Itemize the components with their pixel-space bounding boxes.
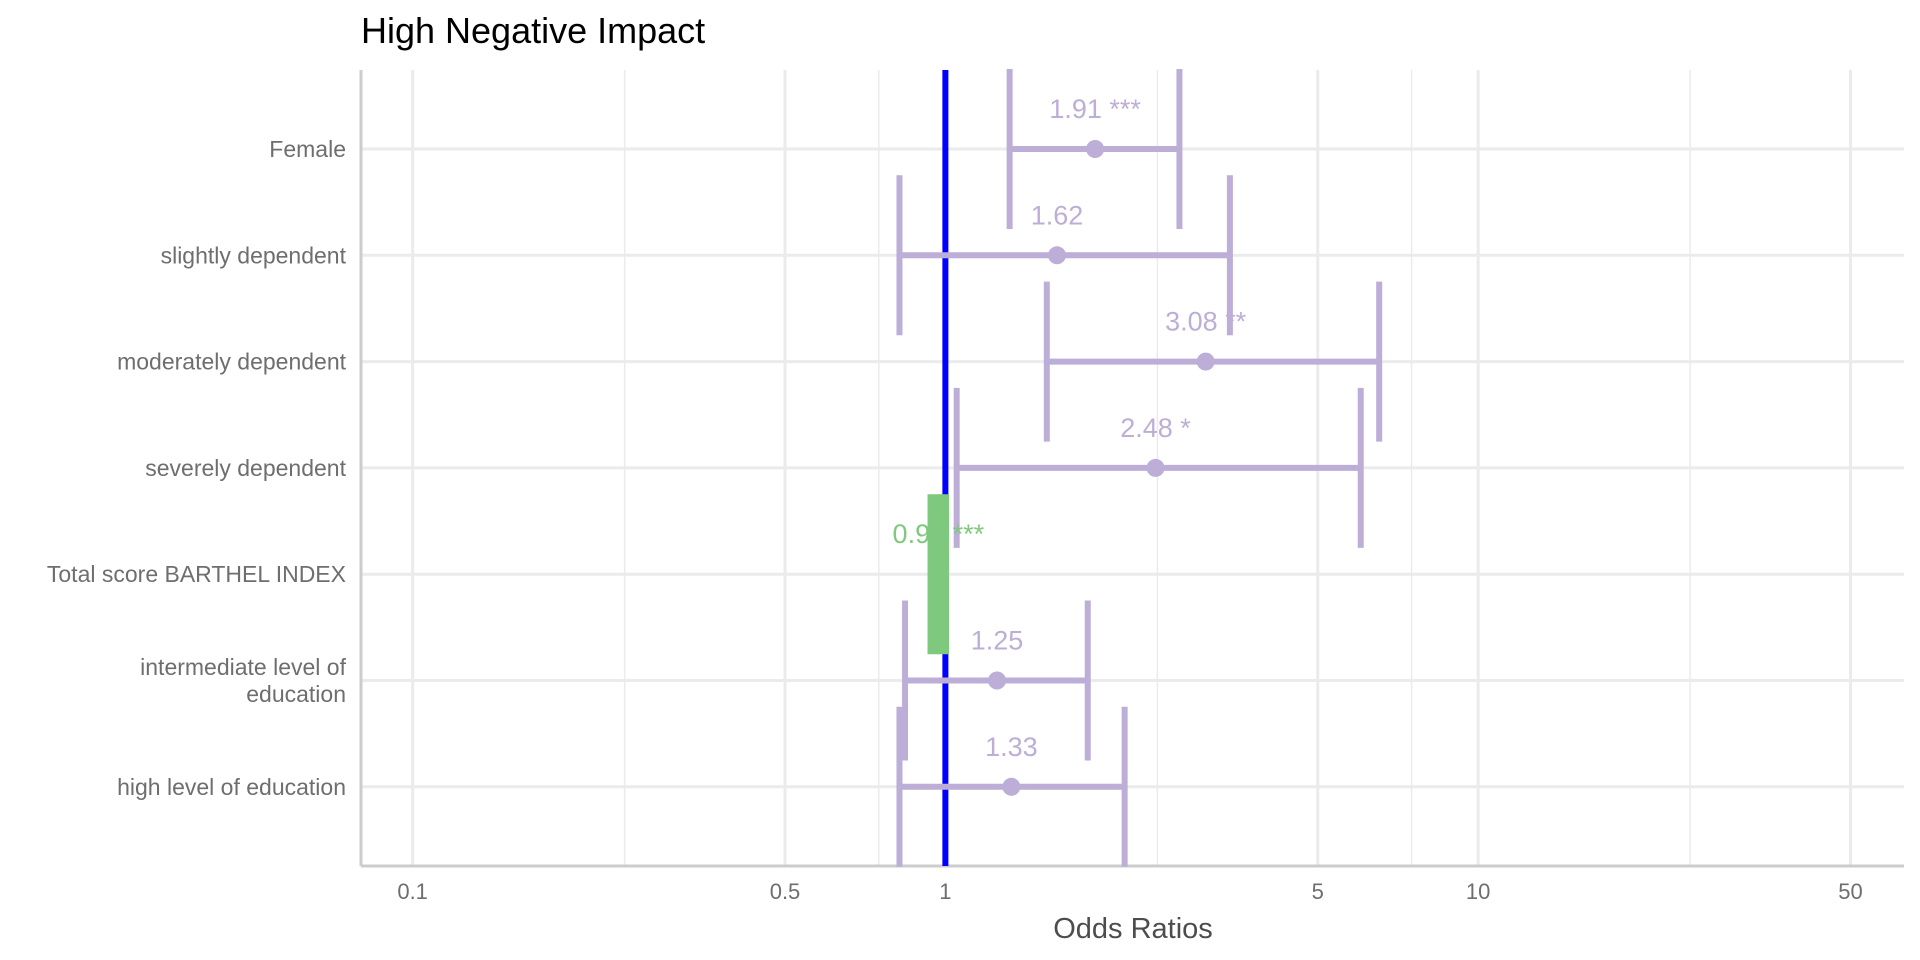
y-axis-label: intermediate level of <box>140 654 346 680</box>
estimate-point <box>1086 140 1105 158</box>
estimate-point <box>1002 777 1021 796</box>
data-label: 3.08 ** <box>1165 307 1247 337</box>
x-tick-label: 0.5 <box>770 879 801 904</box>
estimate-row: 2.48 * <box>953 387 1364 548</box>
y-axis-label: education <box>246 681 346 707</box>
y-axis-label: slightly dependent <box>161 242 347 268</box>
data-label: 1.62 <box>1031 200 1084 230</box>
y-axis-label: Female <box>269 136 346 162</box>
y-axis-label: moderately dependent <box>117 349 346 375</box>
x-tick-label: 0.1 <box>397 879 428 904</box>
estimate-row: 1.33 <box>896 706 1128 867</box>
estimate-row: 1.62 <box>896 175 1233 336</box>
y-axis-labels: Female slightly dependent moderately depen… <box>47 136 347 800</box>
estimate-point <box>929 565 948 584</box>
data-label: 1.25 <box>971 626 1024 656</box>
x-tick-label: 50 <box>1838 879 1862 904</box>
estimate-row: 1.91 *** <box>1006 69 1183 229</box>
y-axis-label: high level of education <box>117 774 346 800</box>
x-tick-label: 1 <box>939 879 951 904</box>
data-label: 0.97 *** <box>893 519 985 549</box>
x-tick-label: 10 <box>1466 879 1490 904</box>
data-label: 1.33 <box>985 732 1038 762</box>
y-axis-label: Total score BARTHEL INDEX <box>47 561 346 587</box>
chart-title: High Negative Impact <box>361 10 705 51</box>
data-marks: 1.91 *** 1.62 3.08 ** 2.48 * 0.97 *** 1.25 1.3… <box>893 69 1383 867</box>
estimate-row: 1.25 <box>902 600 1091 761</box>
x-axis-title: Odds Ratios <box>1053 913 1213 945</box>
data-label: 1.91 *** <box>1049 94 1141 124</box>
estimate-point <box>988 671 1007 690</box>
estimate-row: 3.08 ** <box>1043 281 1383 442</box>
estimate-point <box>1048 246 1067 265</box>
x-axis-tick-labels: 0.1 0.5 1 5 10 50 <box>397 879 1862 904</box>
estimate-row: 0.97 *** <box>893 494 985 655</box>
x-tick-label: 5 <box>1312 879 1324 904</box>
estimate-point <box>1196 352 1215 371</box>
axes <box>359 70 1904 868</box>
data-label: 2.48 * <box>1120 413 1191 443</box>
y-axis-label: severely dependent <box>145 455 346 481</box>
estimate-point <box>1146 458 1165 477</box>
